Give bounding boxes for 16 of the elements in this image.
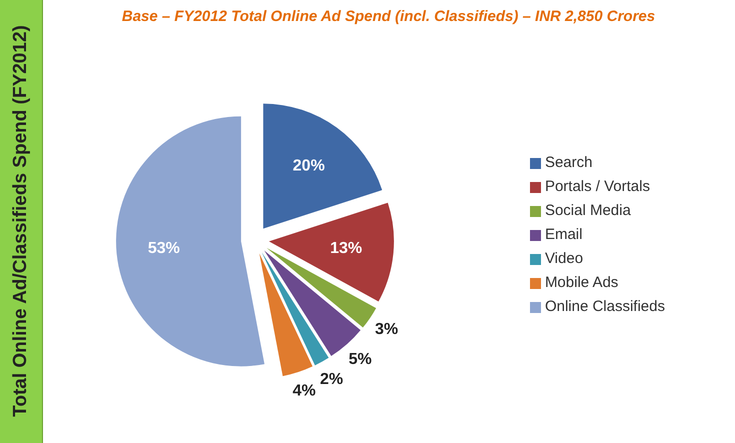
text: Total Online Ad/Classifieds Spend (FY2012) (10, 25, 32, 417)
legend-label: Mobile Ads (544, 274, 618, 291)
data-label: 2% (320, 370, 344, 388)
data-label: 3% (374, 320, 398, 338)
legend-label: Online Classifieds (544, 298, 665, 315)
data-label: 53% (148, 240, 180, 258)
legend-label: Video (544, 250, 584, 267)
legend-label: Portals / Vortals (544, 178, 650, 195)
data-label: 5% (348, 350, 372, 368)
legend-label: Social Media (544, 202, 631, 219)
data-label: 13% (330, 240, 362, 258)
data-label: 20% (292, 157, 325, 174)
legend-label: Email (544, 226, 582, 243)
data-label: 4% (292, 382, 316, 400)
legend-label: Search (544, 154, 592, 171)
chart-title: Base – FY2012 Total Online Ad Spend (incl. Classifieds) – INR 2,850 Crores (120, 8, 656, 25)
